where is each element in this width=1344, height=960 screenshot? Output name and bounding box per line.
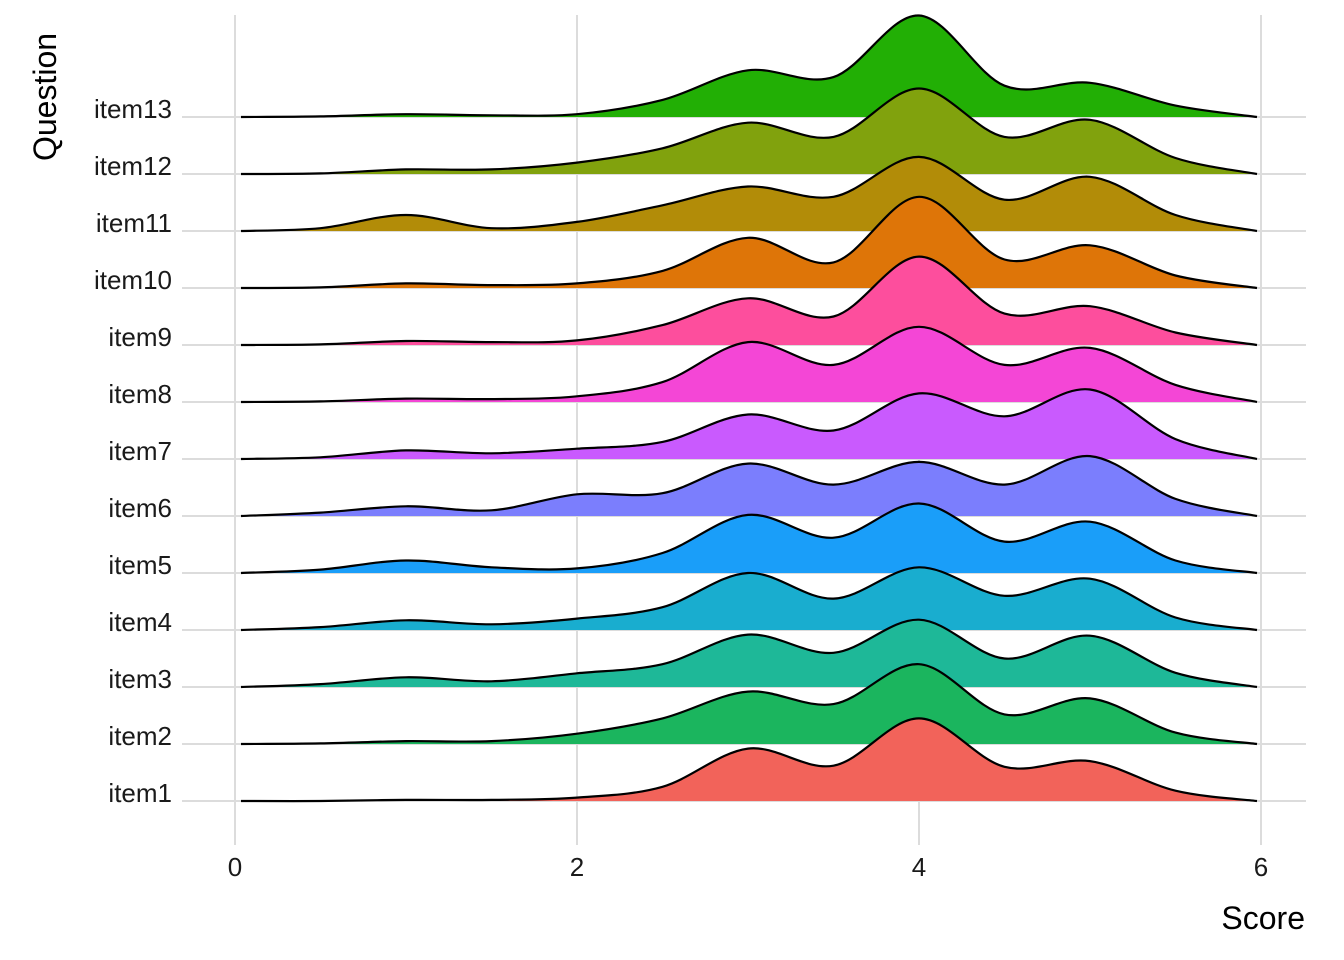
ridge-item5 — [240, 502, 1258, 575]
ridge-fill — [241, 326, 1257, 402]
ridge-outline — [240, 87, 1258, 176]
ridge-item12 — [240, 87, 1258, 176]
y-tick-label: item5 — [108, 550, 172, 580]
x-axis-title: Score — [1221, 900, 1305, 936]
y-tick-label: item4 — [108, 607, 172, 637]
ridge-outline — [240, 195, 1258, 290]
y-tick-label: item7 — [108, 436, 172, 466]
x-tick-label: 2 — [570, 852, 584, 882]
ridge-fill — [241, 256, 1257, 345]
ridge-item7 — [240, 388, 1258, 461]
y-tick-label: item12 — [94, 151, 172, 181]
ridges — [240, 14, 1258, 803]
ridge-fill — [241, 455, 1257, 516]
y-tick-label: item10 — [94, 265, 172, 295]
ridge-item3 — [240, 618, 1258, 689]
ridge-outline — [240, 14, 1258, 119]
ridge-fill — [241, 718, 1257, 802]
ridge-outline — [240, 663, 1258, 746]
ridge-item6 — [240, 454, 1258, 518]
ridge-item1 — [240, 717, 1258, 803]
y-tick-label: item1 — [108, 778, 172, 808]
ridge-outline — [240, 155, 1258, 233]
ridge-fill — [241, 196, 1257, 288]
y-tick-label: item2 — [108, 721, 172, 751]
y-tick-label: item8 — [108, 379, 172, 409]
x-tick-label: 0 — [228, 852, 242, 882]
y-axis-title: Question — [27, 33, 63, 161]
y-tick-label: item9 — [108, 322, 172, 352]
ridge-item2 — [240, 663, 1258, 746]
x-tick-label: 4 — [912, 852, 926, 882]
ridge-fill — [241, 619, 1257, 687]
ridge-item10 — [240, 195, 1258, 290]
ridge-fill — [241, 15, 1257, 117]
ridge-outline — [240, 454, 1258, 518]
ridge-item11 — [240, 155, 1258, 233]
ridge-outline — [240, 502, 1258, 575]
y-tick-label: item6 — [108, 493, 172, 523]
ridge-outline — [240, 388, 1258, 461]
y-tick-label: item13 — [94, 94, 172, 124]
ridge-fill — [241, 567, 1257, 630]
ridge-outline — [240, 255, 1258, 347]
ridge-item9 — [240, 255, 1258, 347]
ridge-outline — [240, 717, 1258, 803]
ridge-item13 — [240, 14, 1258, 119]
ridge-fill — [241, 389, 1257, 459]
ridge-item4 — [240, 566, 1258, 632]
ridge-outline — [240, 566, 1258, 632]
ridge-outline — [240, 618, 1258, 689]
ridge-fill — [241, 156, 1257, 231]
x-tick-labels: 0 2 4 6 — [228, 852, 1268, 882]
y-tick-label: item3 — [108, 664, 172, 694]
ridge-fill — [241, 503, 1257, 573]
ridge-item8 — [240, 325, 1258, 404]
ridge-fill — [241, 88, 1257, 174]
ridge-fill — [241, 664, 1257, 744]
y-tick-label: item11 — [96, 208, 172, 238]
ridge-outline — [240, 325, 1258, 404]
x-tick-label: 6 — [1254, 852, 1268, 882]
y-tick-labels: item1 item2 item3 item4 item5 item6 item7 item8… — [94, 94, 172, 808]
